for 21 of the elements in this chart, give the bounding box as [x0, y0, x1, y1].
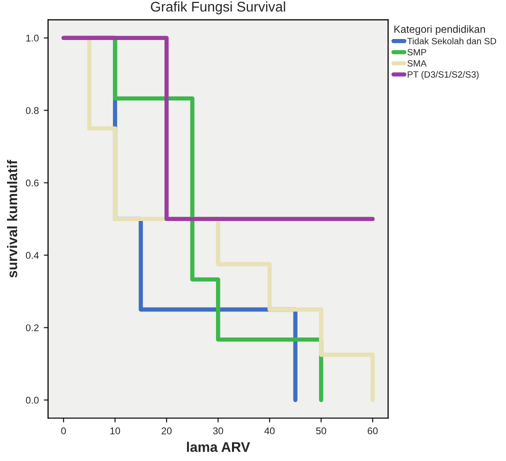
x-tick-label: 10: [110, 427, 120, 434]
legend-label: SMA: [407, 60, 427, 67]
y-tick-label: 1.0: [26, 34, 39, 42]
legend-title: Kategori pendidikan: [394, 25, 485, 35]
x-axis-title: lama ARV: [187, 442, 250, 452]
y-tick-label: 0.4: [26, 252, 39, 259]
chart-title: Grafik Fungsi Survival: [150, 1, 286, 14]
legend-label: Tidak Sekolah dan SD: [407, 38, 496, 44]
y-axis-title: survival kumulatif: [7, 160, 18, 278]
x-tick-label: 20: [162, 427, 172, 434]
y-tick-label: 0.0: [26, 396, 39, 404]
y-tick-label: 0.6: [26, 180, 39, 186]
x-tick-label: 30: [213, 427, 224, 434]
x-tick-label: 40: [264, 427, 275, 434]
y-tick-label: 0.2: [26, 324, 39, 332]
x-tick-label: 50: [316, 427, 326, 434]
y-tick-label: 0.8: [26, 107, 39, 114]
x-tick-label: 0: [61, 427, 66, 434]
legend-label: SMP: [407, 49, 426, 56]
x-tick-label: 60: [368, 427, 378, 434]
legend-label: PT (D3/S1/S2/S3): [408, 71, 479, 80]
